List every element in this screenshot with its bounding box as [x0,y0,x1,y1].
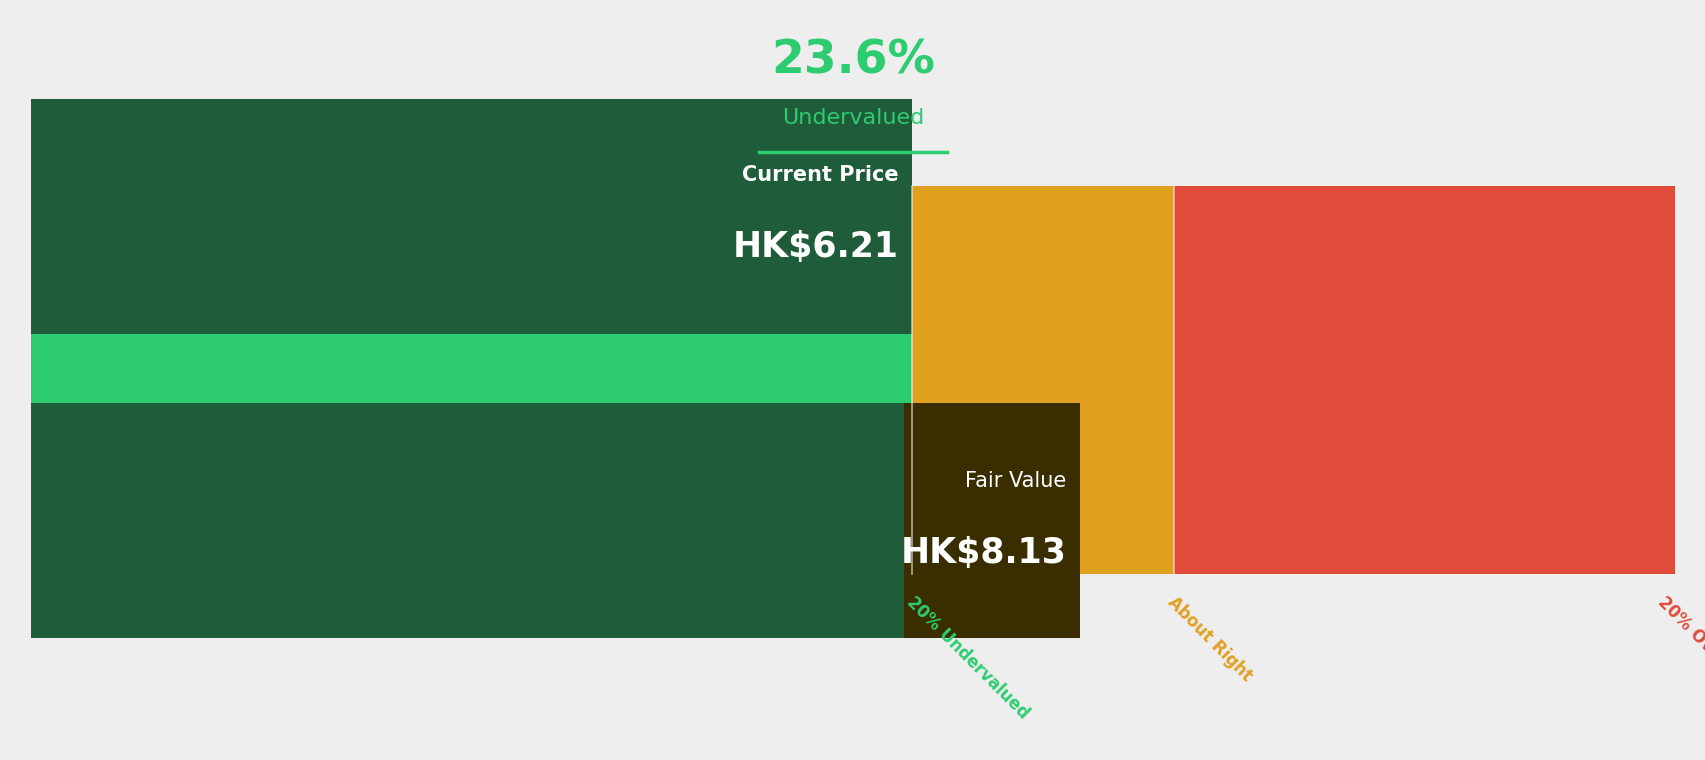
Text: 20% Overvalued: 20% Overvalued [1654,593,1705,714]
Text: Fair Value: Fair Value [965,471,1066,491]
Bar [904,403,1079,638]
Text: Current Price: Current Price [742,165,899,185]
Text: 20% Undervalued: 20% Undervalued [902,593,1032,722]
Text: About Right: About Right [1165,593,1255,685]
Text: HK$6.21: HK$6.21 [731,230,899,264]
Bar [1173,186,1674,574]
Bar [31,403,912,638]
Bar [31,99,912,334]
Text: 23.6%: 23.6% [771,38,934,84]
Text: HK$8.13: HK$8.13 [900,536,1066,569]
Bar [912,186,1173,574]
Text: Undervalued: Undervalued [781,108,924,128]
Bar [31,186,912,574]
